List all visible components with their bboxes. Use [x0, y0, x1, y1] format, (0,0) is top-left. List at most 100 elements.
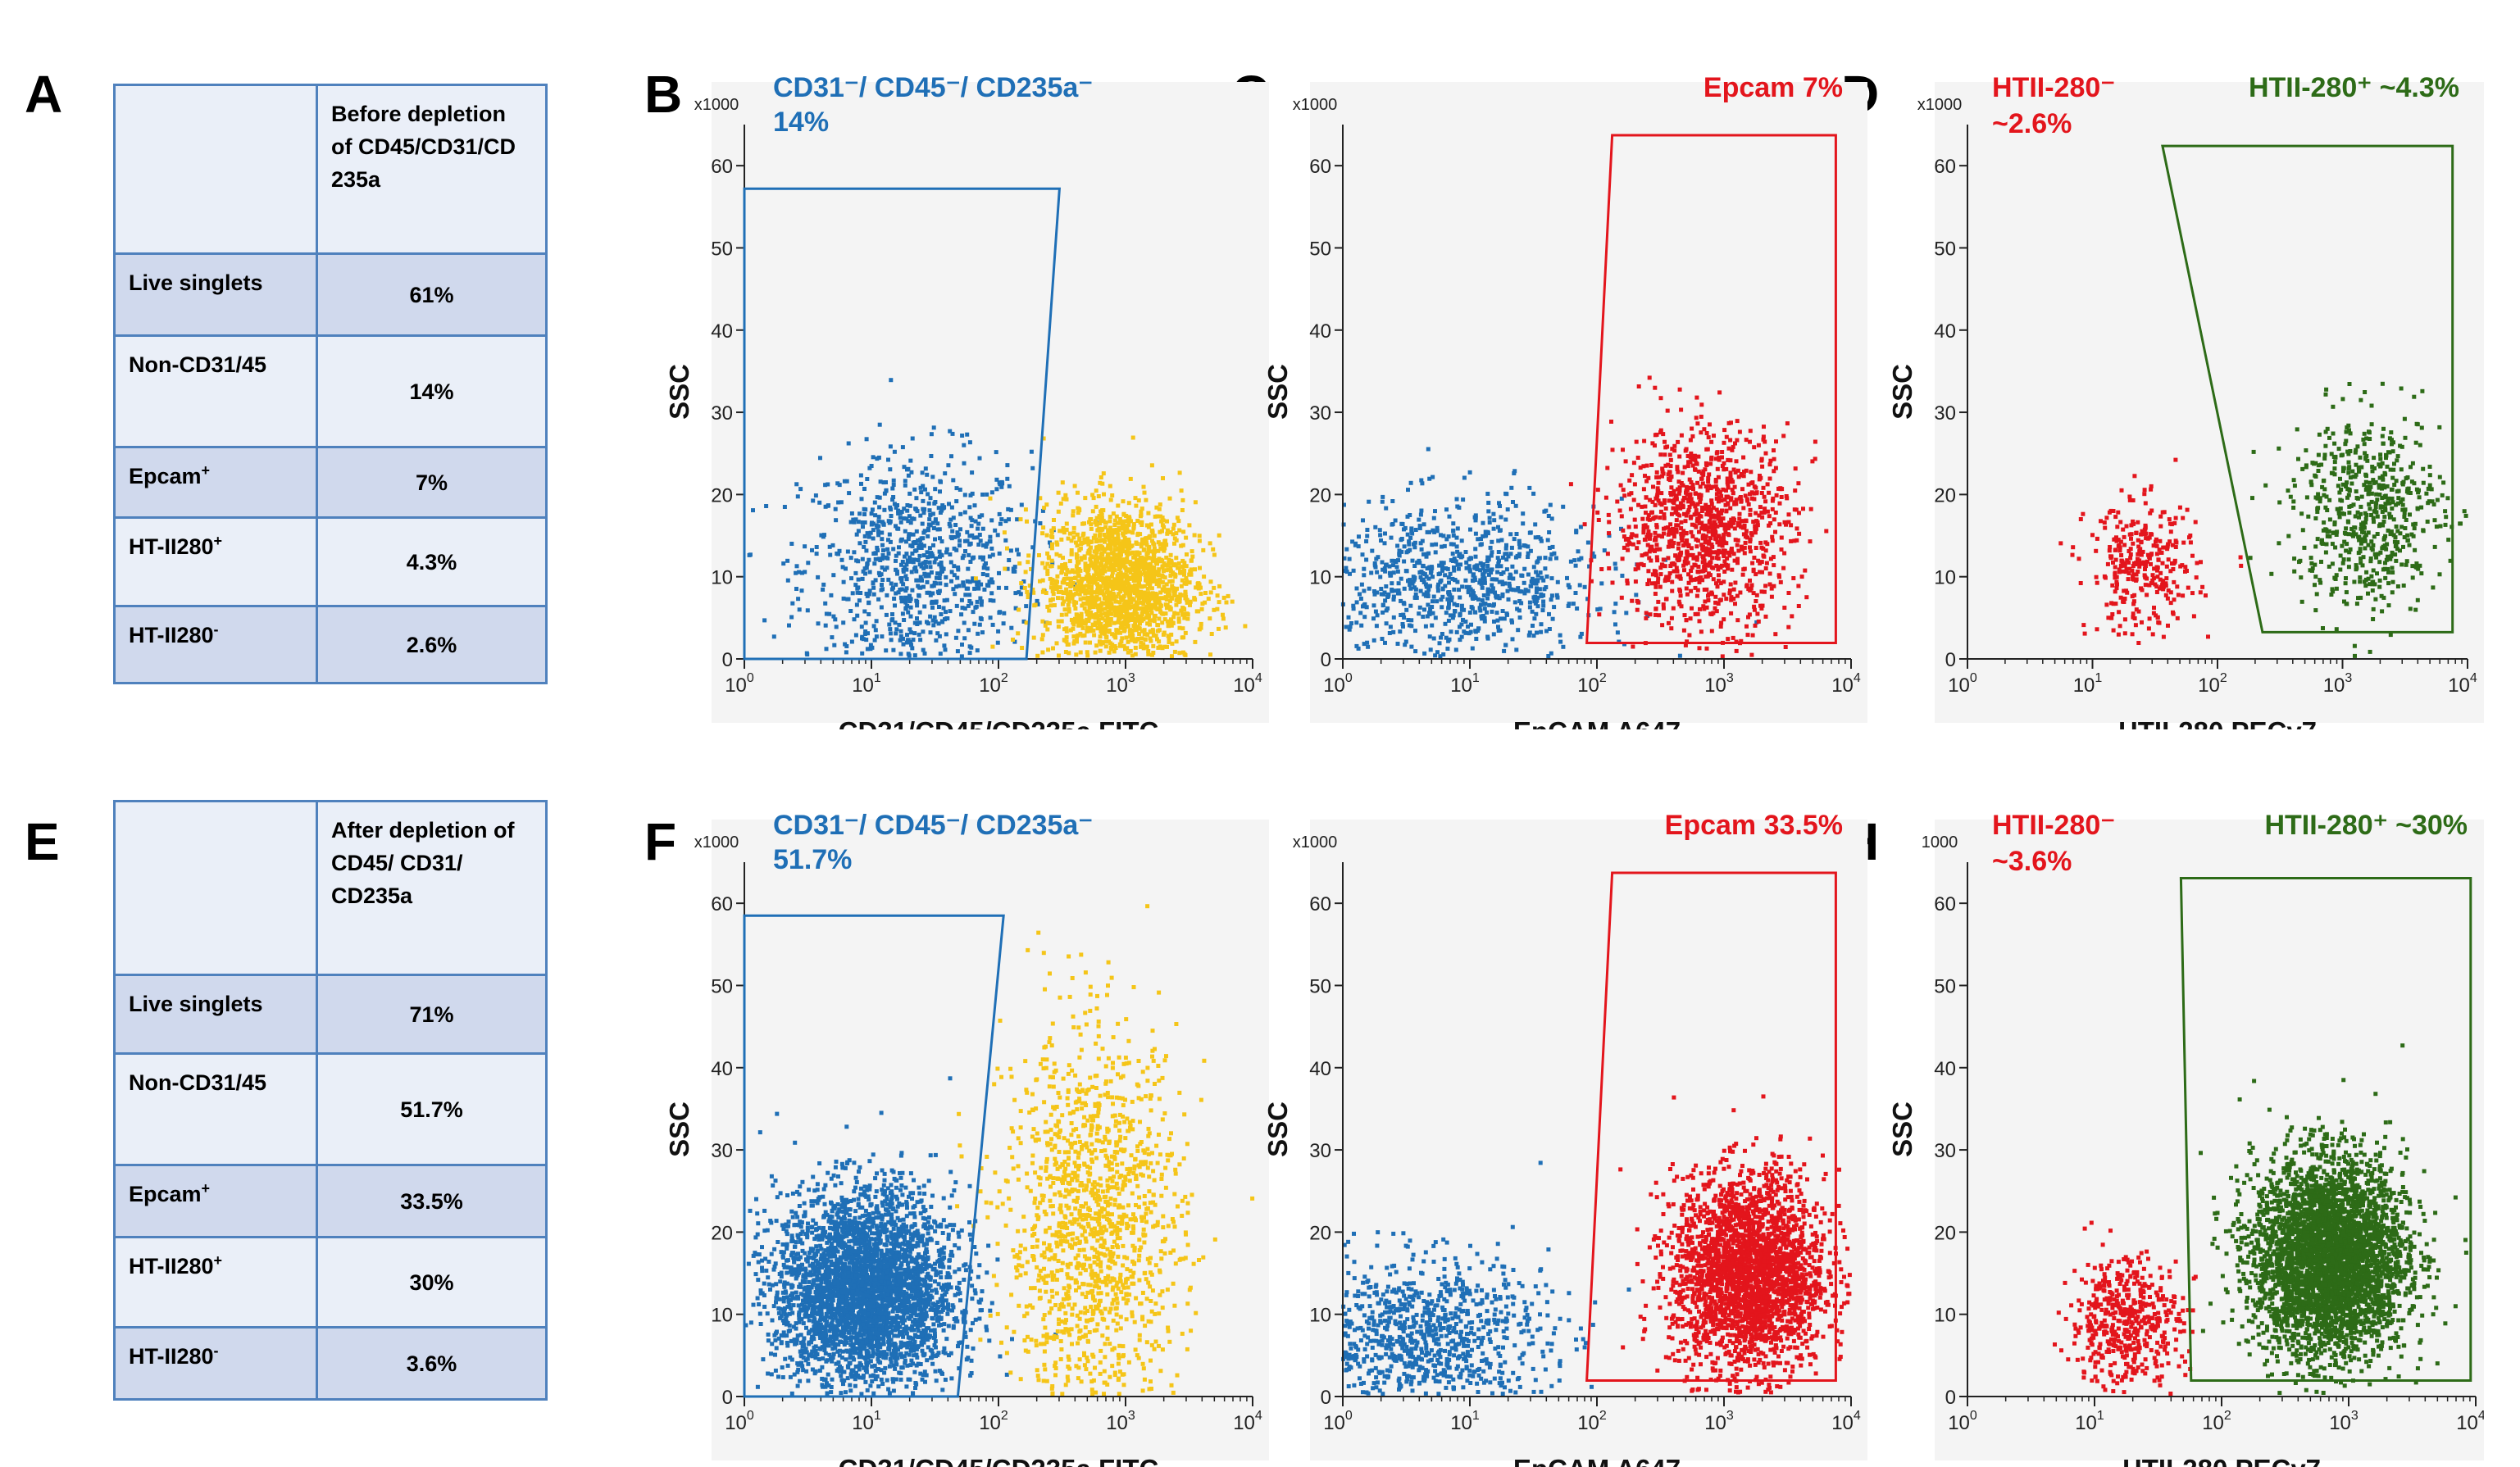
scatter-point-1: [842, 597, 846, 601]
scatter-point-2: [1706, 447, 1710, 452]
scatter-point-2: [1111, 587, 1115, 591]
scatter-point-1: [1372, 638, 1376, 643]
scatter-point-1: [2119, 564, 2123, 568]
y-tick-label: 60: [1309, 156, 1331, 178]
scatter-point-2: [1673, 553, 1677, 557]
scatter-point-2: [1742, 470, 1746, 474]
scatter-point-1: [786, 579, 790, 583]
scatter-point-1: [887, 623, 891, 627]
scatter-point-1: [2136, 641, 2140, 645]
scatter-point-1: [956, 565, 960, 570]
scatter-point-1: [1414, 528, 1418, 532]
scatter-point-2: [1743, 546, 1747, 550]
scatter-point-2: [1162, 631, 1167, 635]
scatter-point-1: [891, 586, 895, 590]
scatter-point-2: [1726, 485, 1731, 489]
scatter-point-2: [1635, 546, 1639, 550]
scatter-point-2: [1595, 511, 1599, 515]
scatter-point-1: [864, 638, 868, 642]
scatter-point-2: [1106, 615, 1110, 619]
scatter-point-2: [1635, 440, 1639, 444]
scatter-point-2: [1160, 620, 1164, 624]
scatter-point-1: [1543, 566, 1547, 570]
scatter-point-2: [1635, 534, 1639, 538]
scatter-point-1: [1030, 466, 1035, 470]
scatter-point-1: [975, 605, 979, 609]
scatter-point-1: [1413, 629, 1417, 633]
scatter-point-2: [1089, 597, 1093, 601]
scatter-point-1: [2125, 591, 2129, 595]
scatter-point-2: [1164, 611, 1168, 615]
scatter-point-1: [1531, 624, 1535, 628]
scatter-point-1: [949, 561, 953, 565]
scatter-point-2: [1060, 590, 1064, 594]
scatter-point-1: [1524, 588, 1528, 592]
scatter-point-2: [1094, 505, 1099, 509]
scatter-point-1: [928, 508, 932, 512]
scatter-point-2: [1121, 513, 1126, 517]
scatter-point-2: [1060, 613, 1064, 617]
scatter-point-2: [1064, 566, 1068, 570]
scatter-point-1: [921, 648, 926, 652]
scatter-point-2: [1062, 497, 1066, 501]
scatter-point-1: [901, 611, 905, 615]
scatter-point-1: [1541, 608, 1545, 612]
scatter-point-2: [1133, 584, 1137, 588]
scatter-point-2: [1162, 645, 1167, 649]
scatter-point-2: [1066, 577, 1070, 581]
scatter-point-2: [1676, 512, 1680, 516]
scatter-point-1: [1427, 477, 1431, 481]
scatter-point-2: [1143, 584, 1147, 588]
scatter-point-1: [981, 543, 985, 547]
scatter-point-2: [1071, 535, 1076, 539]
scatter-point-2: [1089, 626, 1094, 630]
scatter-point-1: [1005, 477, 1009, 481]
scatter-point-1: [1457, 567, 1461, 571]
scatter-point-1: [2104, 602, 2108, 606]
scatter-point-1: [1544, 509, 1548, 513]
scatter-point-2: [1748, 588, 1752, 593]
scatter-point-1: [1422, 522, 1426, 526]
scatter-point-2: [1076, 617, 1080, 621]
scatter-point-2: [1103, 547, 1108, 551]
scatter-point-1: [921, 507, 925, 511]
scatter-point-1: [967, 628, 971, 632]
scatter-point-1: [1413, 596, 1417, 600]
scatter-point-1: [1430, 543, 1434, 547]
scatter-point-2: [1127, 501, 1131, 505]
scatter-point-2: [1772, 469, 1776, 473]
scatter-point-1: [2121, 600, 2125, 604]
scatter-point-2: [1670, 512, 1674, 516]
scatter-point-2: [1680, 604, 1684, 608]
scatter-point-2: [1713, 533, 1717, 537]
scatter-point-2: [1072, 530, 1076, 534]
scatter-point-1: [902, 618, 906, 622]
scatter-point-1: [918, 611, 922, 615]
scatter-point-1: [2136, 552, 2140, 556]
scatter-point-1: [1408, 604, 1412, 608]
scatter-point-2: [1597, 518, 1601, 522]
scatter-point-2: [1137, 564, 1141, 568]
scatter-point-1: [1482, 593, 1486, 597]
scatter-point-1: [1412, 564, 1417, 568]
scatter-point-2: [1727, 447, 1731, 451]
scatter-point-2: [1051, 647, 1055, 651]
scatter-point-2: [1093, 550, 1097, 554]
scatter-point-1: [888, 627, 892, 631]
scatter-point-2: [1682, 568, 1686, 572]
scatter-point-1: [953, 535, 957, 539]
scatter-point-1: [1015, 517, 1019, 521]
scatter-point-2: [1672, 444, 1676, 448]
scatter-point-1: [1433, 509, 1437, 513]
scatter-point-2: [1789, 539, 1793, 543]
scatter-point-1: [1487, 603, 1491, 607]
scatter-point-2: [1108, 651, 1112, 655]
scatter-point-1: [1383, 641, 1387, 645]
scatter-point-1: [880, 588, 884, 593]
scatter-point-2: [1758, 541, 1763, 545]
scatter-point-2: [1676, 547, 1681, 551]
scatter-point-2: [1165, 532, 1169, 536]
scatter-point-1: [1541, 604, 1545, 608]
scatter-point-2: [1754, 530, 1758, 534]
scatter-point-2: [1611, 581, 1615, 585]
